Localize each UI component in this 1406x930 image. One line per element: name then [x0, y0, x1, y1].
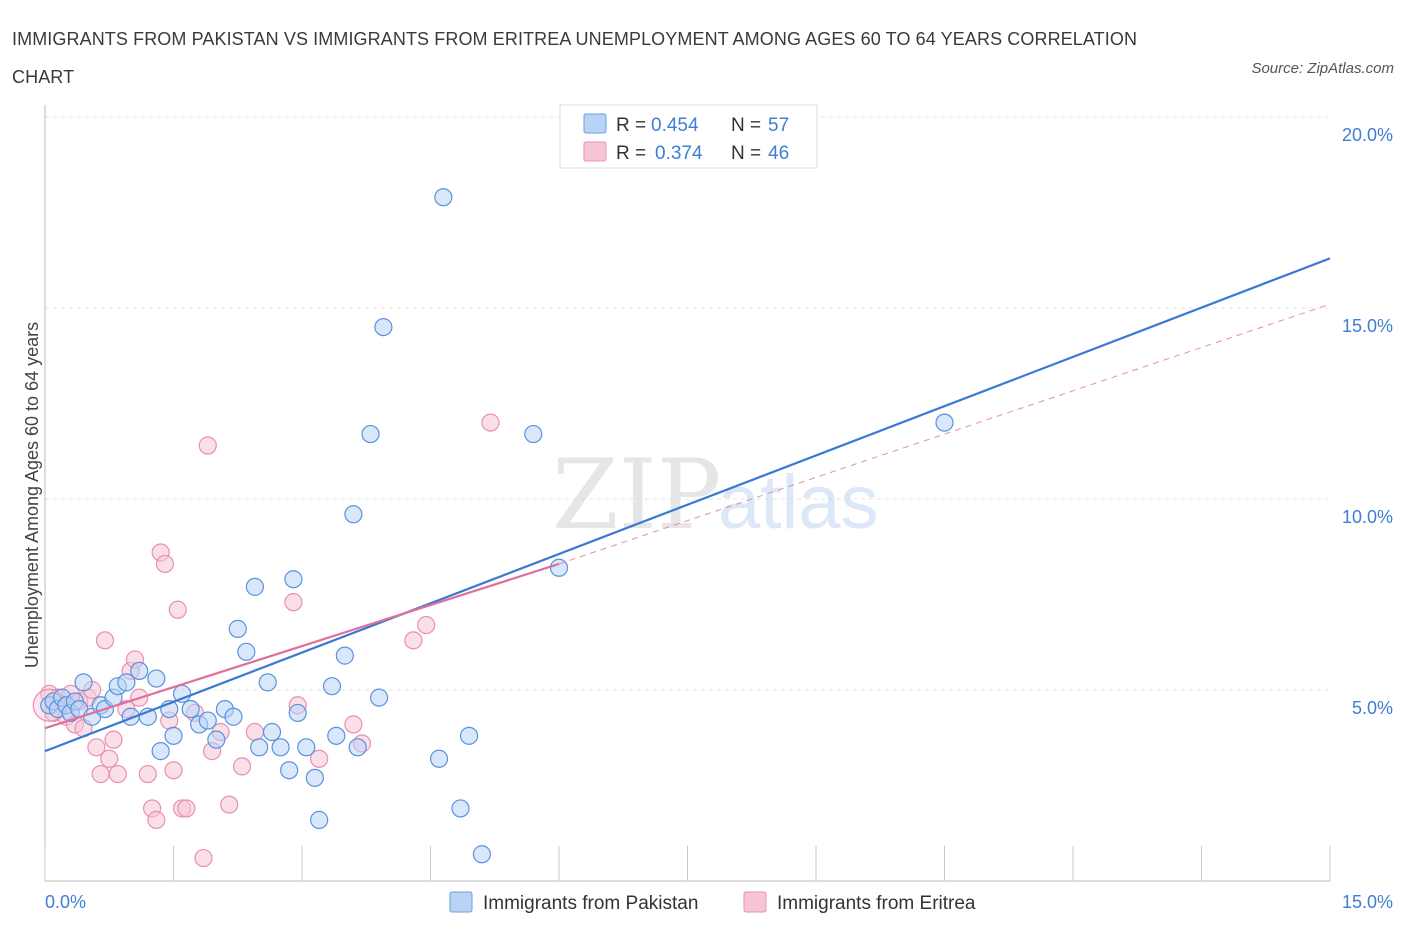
legend-n-value-1: 57 [768, 115, 789, 136]
y-tick-label-3: 20.0% [1342, 125, 1393, 145]
bottom-legend-eritrea: Immigrants from Eritrea [777, 893, 976, 914]
eritrea-point-16 [108, 764, 127, 784]
pakistan-point-40 [305, 768, 324, 787]
eritrea-point-30 [177, 799, 196, 818]
pakistan-point-46 [348, 738, 367, 757]
eritrea-point-21 [138, 764, 157, 784]
eritrea-point-42 [344, 715, 363, 734]
eritrea-point-46 [481, 413, 500, 432]
eritrea-point-45 [417, 615, 436, 635]
legend-n-label-1: N = [731, 115, 761, 136]
y-tick-label-0: 5.0% [1352, 698, 1393, 718]
eritrea-points [32, 413, 500, 868]
pakistan-point-55 [524, 424, 543, 444]
bottom-legend-pakistan: Immigrants from Pakistan [483, 893, 698, 914]
pakistan-point-41 [310, 810, 329, 829]
chart-title: IMMIGRANTS FROM PAKISTAN VS IMMIGRANTS F… [12, 29, 1138, 87]
pakistan-point-29 [228, 619, 247, 638]
pakistan-point-39 [297, 738, 316, 757]
pakistan-point-43 [327, 726, 346, 745]
y-tick-label-1: 10.0% [1342, 507, 1393, 527]
pakistan-point-54 [472, 845, 491, 864]
pakistan-point-34 [262, 722, 282, 742]
eritrea-point-37 [232, 757, 252, 776]
pakistan-point-16 [130, 661, 149, 681]
tick-labels: 5.0% 10.0% 15.0% 20.0% 0.0% 15.0% [45, 125, 1393, 912]
eritrea-point-14 [100, 749, 119, 768]
eritrea-point-13 [95, 631, 115, 650]
pakistan-point-56 [549, 558, 569, 577]
pakistan-point-23 [181, 699, 200, 719]
trend-lines [44, 257, 1331, 753]
bottom-legend-swatch-eritrea [743, 891, 767, 913]
eritrea-trend-extension [558, 303, 1331, 565]
legend-r-value-1: 0.454 [651, 115, 699, 136]
eritrea-point-39 [284, 593, 303, 612]
legend-swatch-pakistan [583, 113, 607, 134]
pakistan-point-44 [335, 646, 354, 665]
axes [44, 105, 1331, 882]
eritrea-point-41 [310, 749, 329, 768]
eritrea-point-36 [220, 795, 239, 814]
legend-n-value-2: 46 [768, 143, 789, 164]
pakistan-point-19 [151, 742, 170, 761]
pakistan-point-53 [459, 726, 479, 745]
pakistan-point-36 [280, 761, 299, 780]
eritrea-point-23 [147, 810, 166, 829]
pakistan-point-35 [271, 738, 290, 757]
pakistan-point-18 [147, 669, 166, 688]
pakistan-point-50 [429, 749, 449, 768]
grid [45, 116, 1330, 691]
x-tick-label-1: 15.0% [1342, 892, 1393, 912]
watermark-zip: ZIP [552, 439, 721, 551]
pakistan-point-48 [370, 688, 389, 707]
pakistan-point-8 [74, 673, 93, 692]
pakistan-point-14 [117, 673, 136, 692]
watermark: ZIP atlas [552, 439, 879, 551]
legend-swatch-eritrea [583, 141, 607, 162]
pakistan-point-37 [284, 570, 303, 589]
eritrea-point-27 [164, 761, 183, 780]
x-tick-label-0: 0.0% [45, 892, 86, 912]
pakistan-point-49 [374, 318, 393, 337]
pakistan-point-21 [164, 726, 183, 745]
watermark-atlas: atlas [718, 460, 879, 545]
eritrea-point-33 [198, 436, 217, 455]
correlation-legend: R = 0.454 N = 57 R = 0.374 N = 46 [559, 104, 818, 169]
pakistan-point-38 [288, 703, 307, 723]
source-label: Source: ZipAtlas.com [1251, 60, 1394, 77]
pakistan-trend-line [44, 257, 1331, 753]
series-legend: Immigrants from Pakistan Immigrants from… [449, 891, 976, 914]
eritrea-point-11 [87, 738, 106, 757]
legend-r-label-1: R = [616, 115, 646, 136]
legend-r-value-2: 0.374 [655, 143, 703, 164]
bottom-legend-swatch-pakistan [449, 891, 473, 913]
pakistan-point-26 [207, 730, 226, 749]
pakistan-point-30 [237, 642, 256, 661]
pakistan-point-51 [434, 188, 453, 207]
eritrea-point-32 [194, 848, 213, 868]
pakistan-point-25 [198, 711, 217, 730]
eritrea-point-12 [91, 764, 110, 784]
y-axis-label: Unemployment Among Ages 60 to 64 years [22, 322, 42, 668]
legend-r-label-2: R = [616, 143, 646, 164]
pakistan-point-47 [361, 424, 380, 444]
eritrea-trend-line [44, 562, 560, 730]
pakistan-point-42 [322, 677, 342, 696]
y-tick-label-2: 15.0% [1342, 316, 1393, 336]
eritrea-point-15 [104, 730, 123, 749]
pakistan-point-52 [451, 799, 470, 818]
legend-n-label-2: N = [731, 143, 761, 164]
pakistan-point-33 [258, 673, 277, 692]
eritrea-point-44 [404, 631, 423, 650]
pakistan-point-28 [224, 707, 243, 726]
eritrea-point-25 [155, 554, 175, 574]
eritrea-point-28 [168, 600, 187, 619]
pakistan-point-31 [245, 577, 264, 596]
pakistan-point-58 [935, 413, 954, 432]
pakistan-point-45 [344, 505, 363, 524]
pakistan-point-32 [250, 738, 269, 757]
eritrea-point-38 [245, 722, 264, 742]
